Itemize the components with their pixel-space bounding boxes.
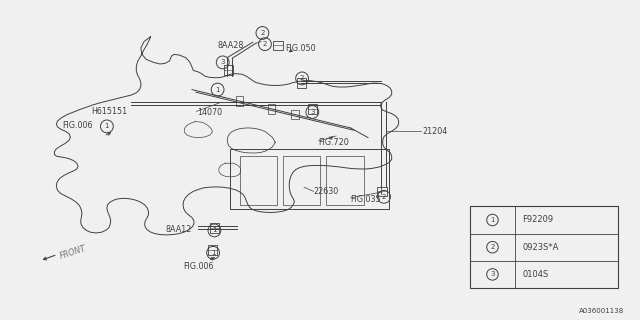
Bar bbox=[283, 156, 320, 205]
Bar bbox=[326, 156, 364, 205]
Text: FIG.006: FIG.006 bbox=[63, 121, 93, 130]
Text: 14070: 14070 bbox=[197, 108, 222, 117]
Text: 2: 2 bbox=[260, 30, 264, 36]
Text: 2: 2 bbox=[263, 41, 267, 47]
Bar bbox=[307, 104, 317, 114]
Bar bbox=[207, 245, 218, 255]
Text: A036001138: A036001138 bbox=[579, 308, 624, 314]
Bar bbox=[297, 78, 307, 88]
Text: 1: 1 bbox=[104, 124, 109, 129]
Bar bbox=[236, 96, 243, 106]
Text: 3: 3 bbox=[220, 60, 225, 65]
Text: 1: 1 bbox=[490, 217, 495, 223]
Text: 1: 1 bbox=[212, 228, 217, 233]
Bar bbox=[378, 187, 387, 196]
Text: 2: 2 bbox=[490, 244, 495, 250]
Text: 8AA28: 8AA28 bbox=[218, 41, 244, 50]
Text: F92209: F92209 bbox=[522, 215, 554, 225]
Bar bbox=[230, 149, 389, 209]
Bar bbox=[240, 156, 277, 205]
Bar bbox=[210, 223, 220, 233]
Text: FIG.006: FIG.006 bbox=[183, 262, 214, 271]
Text: 1: 1 bbox=[215, 87, 220, 92]
Text: FIG.050: FIG.050 bbox=[285, 44, 316, 53]
Text: 3: 3 bbox=[490, 271, 495, 277]
Bar bbox=[273, 41, 283, 50]
Text: 0923S*A: 0923S*A bbox=[522, 243, 559, 252]
Text: 2: 2 bbox=[300, 76, 304, 81]
Bar bbox=[291, 110, 299, 119]
Text: H615151: H615151 bbox=[92, 108, 127, 116]
Text: FIG.035: FIG.035 bbox=[351, 195, 381, 204]
Text: 22630: 22630 bbox=[314, 188, 339, 196]
Text: 0104S: 0104S bbox=[522, 270, 548, 279]
Text: 21204: 21204 bbox=[422, 127, 447, 136]
Text: 8AA12: 8AA12 bbox=[165, 225, 191, 234]
Text: 1: 1 bbox=[211, 250, 216, 256]
Bar bbox=[268, 104, 275, 114]
Bar bbox=[470, 206, 618, 288]
Bar bbox=[224, 65, 233, 75]
Text: FRONT: FRONT bbox=[59, 244, 88, 261]
Text: 2: 2 bbox=[382, 194, 386, 200]
Text: 3: 3 bbox=[310, 109, 315, 115]
Text: FIG.720: FIG.720 bbox=[319, 138, 349, 147]
